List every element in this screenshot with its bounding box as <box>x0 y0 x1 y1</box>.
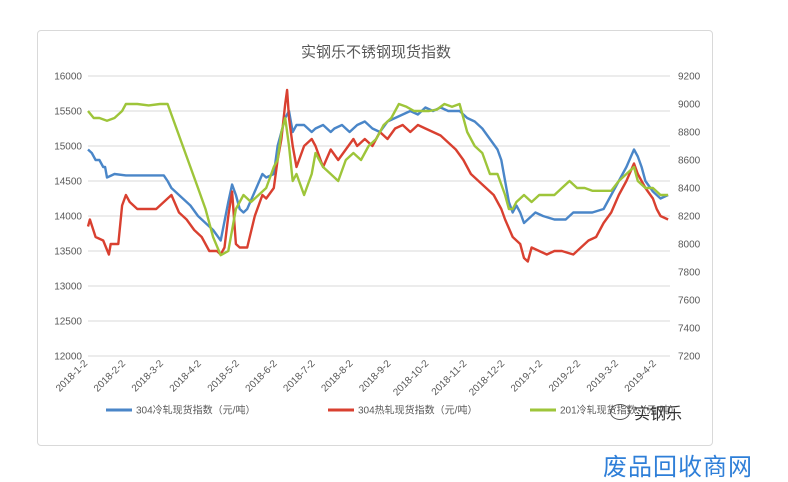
right-tick-label: 7400 <box>678 324 701 335</box>
left-tick-label: 15000 <box>54 142 82 153</box>
x-tick-label: 2018-3-2 <box>130 358 166 394</box>
x-tick-label: 2019-4-2 <box>623 358 659 394</box>
right-tick-label: 8800 <box>678 128 701 139</box>
x-tick-label: 2018-4-2 <box>168 358 204 394</box>
right-tick-label: 8600 <box>678 156 701 167</box>
x-axis: 2018-1-2 2018-2-2 2018-3-2 2018-4-2 2018-5-2… <box>54 358 659 398</box>
right-tick-label: 7200 <box>678 352 701 363</box>
right-tick-label: 8200 <box>678 212 701 223</box>
left-tick-label: 14500 <box>54 177 82 188</box>
grid <box>88 75 670 357</box>
x-tick-label: 2018-11-2 <box>430 358 470 398</box>
site-logo: 废品回收商网 <box>603 453 753 481</box>
legend: 304冷轧现货指数（元/吨） 304热轧现货指数（元/吨） 201冷轧现货指数（元/… <box>106 404 679 417</box>
right-tick-label: 7800 <box>678 268 701 279</box>
line-chart: 实钢乐不锈钢现货指数 12000 12500 13000 13500 14000 1450… <box>54 44 701 417</box>
series-line-2 <box>86 88 669 263</box>
x-tick-label: 2018-7-2 <box>282 358 318 394</box>
chart-title: 实钢乐不锈钢现货指数 <box>301 44 451 61</box>
right-y-axis: 7200 7400 7600 7800 8000 8200 8400 8600 8800 9000… <box>678 72 701 363</box>
x-tick-label: 2019-3-2 <box>585 358 621 394</box>
x-tick-label: 2018-1-2 <box>54 358 90 394</box>
left-tick-label: 12000 <box>54 352 82 363</box>
series-lines <box>86 88 669 263</box>
right-tick-label: 8400 <box>678 184 701 195</box>
left-tick-label: 13000 <box>54 282 82 293</box>
right-tick-label: 9000 <box>678 100 701 111</box>
x-tick-label: 2018-9-2 <box>357 358 393 394</box>
x-tick-label: 2018-8-2 <box>319 358 355 394</box>
series-line-1 <box>87 106 669 242</box>
x-tick-label: 2018-6-2 <box>244 358 280 394</box>
x-tick-label: 2019-2-2 <box>547 358 583 394</box>
left-tick-label: 13500 <box>54 247 82 258</box>
left-tick-label: 16000 <box>54 72 82 83</box>
legend-label: 304热轧现货指数（元/吨） <box>358 404 477 417</box>
series-line-3 <box>87 102 669 257</box>
right-tick-label: 8000 <box>678 240 701 251</box>
left-tick-label: 15500 <box>54 107 82 118</box>
x-tick-label: 2018-2-2 <box>92 358 128 394</box>
x-tick-label: 2019-1-2 <box>509 358 545 394</box>
x-tick-label: 2018-12-2 <box>467 358 507 398</box>
left-y-axis: 12000 12500 13000 13500 14000 14500 15000 15500… <box>54 72 82 363</box>
left-tick-label: 12500 <box>54 317 82 328</box>
chart-card: 实钢乐不锈钢现货指数 12000 12500 13000 13500 14000 1450… <box>37 30 713 446</box>
watermark-text: 实钢乐 <box>634 404 683 423</box>
wechat-icon <box>610 404 630 420</box>
legend-label: 304冷轧现货指数（元/吨） <box>136 404 255 417</box>
right-tick-label: 9200 <box>678 72 701 83</box>
left-tick-label: 14000 <box>54 212 82 223</box>
x-tick-label: 2018-5-2 <box>206 358 242 394</box>
x-tick-label: 2018-10-2 <box>391 358 431 398</box>
right-tick-label: 7600 <box>678 296 701 307</box>
watermark: 实钢乐 <box>610 400 682 424</box>
